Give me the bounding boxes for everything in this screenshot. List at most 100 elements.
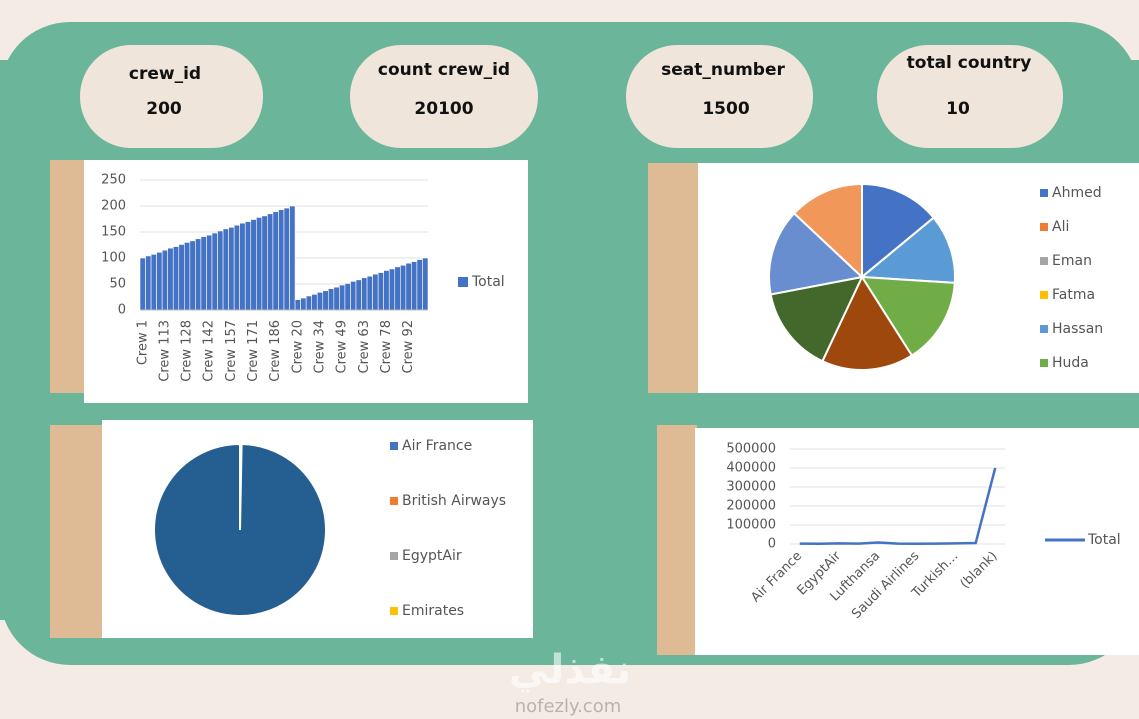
legend-swatch [1040,223,1048,231]
x-tick-label: Crew 92 [401,320,416,373]
x-tick-label: Crew 63 [357,320,372,373]
bar [305,295,312,311]
bar [355,279,362,311]
panel-tab [50,160,90,393]
pie-slice [860,275,956,357]
watermark: نفذلي [509,647,631,693]
kpi-label: crew_id [129,64,201,84]
kpi-label: total country [907,53,1032,73]
y-tick-label: 100 [101,251,126,266]
bar [400,264,407,311]
x-tick-label: Crew 20 [290,320,305,373]
bar [256,217,263,311]
panel-tab [657,425,697,655]
bar [350,281,357,311]
pie-slice [861,182,936,280]
bar [150,254,157,311]
y-tick-label: 200 [101,199,126,214]
panel-tab [648,163,700,393]
y-tick-label: 0 [118,303,126,318]
pie-slice [792,182,863,280]
y-tick-label: 50 [109,277,126,292]
bar [139,257,146,311]
x-tick-label: Crew 49 [335,320,350,373]
bar [322,290,329,311]
bar [195,238,202,311]
pie-slice [769,275,864,363]
legend-label: Ahmed [1052,185,1102,201]
legend-swatch [390,497,398,505]
bar [222,228,229,311]
legend-swatch [1040,257,1048,265]
bar [328,288,335,311]
y-tick-label: 200000 [726,499,776,514]
pie-slice [153,442,327,617]
legend-label: British Airways [402,493,506,509]
x-tick-label: Crew 157 [224,320,239,382]
bar [161,249,168,311]
x-tick-label: Crew 171 [246,320,261,382]
y-tick-label: 250 [101,173,126,188]
bar [272,211,279,311]
kpi-card [877,45,1063,148]
bar [372,273,379,311]
legend-label: Eman [1052,253,1092,269]
kpi-value: 200 [146,99,182,119]
legend-swatch [458,277,468,287]
legend-swatch [390,552,398,560]
legend-swatch [1040,291,1048,299]
line [799,467,997,545]
bar [239,222,246,311]
legend-swatch [1040,189,1048,197]
bar [333,286,340,311]
bar [267,213,274,311]
legend-label: Air France [402,438,472,454]
y-tick-label: 300000 [726,480,776,495]
y-tick-label: 0 [768,537,776,552]
legend-swatch [390,442,398,450]
bar [339,284,346,311]
bar [244,221,252,311]
bar [383,270,390,311]
kpi-card [350,45,538,148]
bar [405,262,412,311]
bar [411,261,418,311]
legend-label: Huda [1052,355,1089,371]
legend-label: Total [1087,532,1121,548]
bar [311,294,318,311]
bar [178,244,185,311]
y-tick-label: 400000 [726,461,776,476]
x-tick-label: Crew 78 [379,320,394,373]
bar [167,247,174,311]
bar [278,209,285,311]
kpi-value: 1500 [702,99,749,119]
bar [233,224,240,311]
bar [145,255,152,311]
bar [289,205,296,311]
y-tick-label: 500000 [726,442,776,457]
kpi-value: 20100 [414,99,473,119]
bar [300,297,307,311]
x-tick-label: Crew 34 [313,320,328,373]
pie-slice [859,216,956,284]
bar [172,246,180,311]
legend-swatch [390,607,398,615]
pie-slice [768,211,865,296]
legend-swatch [1040,359,1048,367]
legend-label: Fatma [1052,287,1095,303]
bar [206,234,213,311]
legend-label: Emirates [402,603,464,619]
bar [416,259,423,311]
bar [200,236,207,311]
legend-swatch [1040,325,1048,333]
x-tick-label: Crew 1 [135,320,150,365]
bar [217,230,224,311]
bar [156,251,163,311]
bar [294,299,301,311]
bar [344,283,351,311]
bar [361,277,368,311]
legend-label: Ali [1052,219,1069,235]
y-tick-label: 100000 [726,518,776,533]
kpi-card [626,45,813,148]
